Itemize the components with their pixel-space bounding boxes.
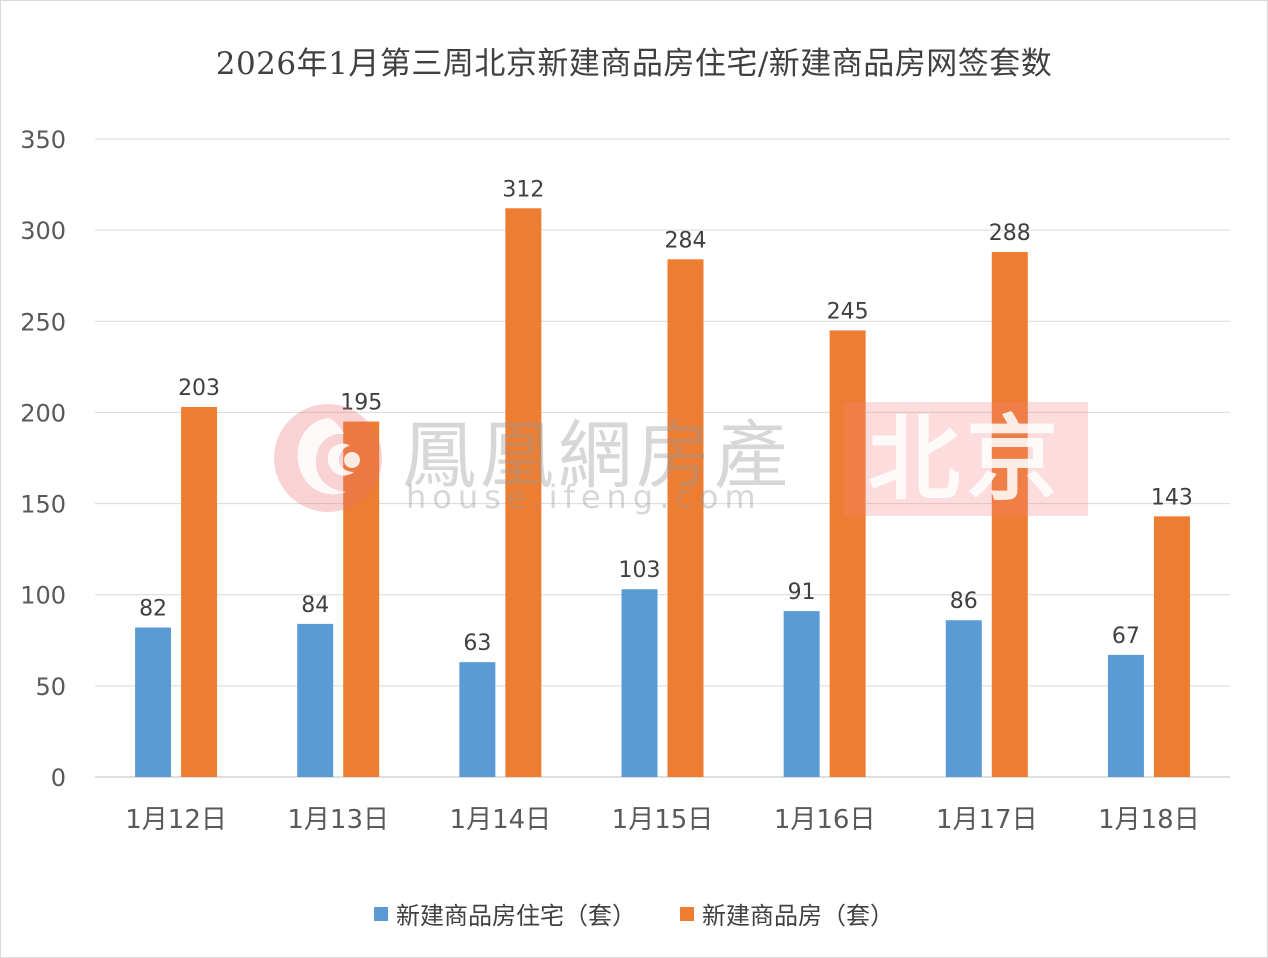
data-label: 312 (502, 177, 544, 202)
legend-label-residential: 新建商品房住宅（套） (396, 902, 636, 930)
y-tick-label: 100 (20, 582, 66, 610)
legend-item-commercial: 新建商品房（套） (680, 896, 894, 931)
x-tick-label: 1月17日 (936, 805, 1038, 835)
x-axis-ticks: 1月12日 1月13日 1月14日 1月15日 1月16日 1月17日 1月18日 (125, 805, 1199, 835)
data-label: 245 (827, 299, 869, 324)
data-label: 86 (950, 589, 978, 614)
data-label: 82 (139, 597, 167, 622)
data-label: 284 (665, 228, 707, 253)
data-label: 91 (788, 580, 816, 605)
bar-commercial (1153, 516, 1190, 777)
gridlines (95, 138, 1230, 778)
data-label: 203 (178, 376, 220, 401)
x-tick-label: 1月14日 (450, 805, 552, 835)
data-labels: 82 203 84 195 63 312 103 284 91 245 86 288 67 143 (139, 177, 1193, 656)
y-tick-label: 200 (20, 399, 66, 427)
bar-commercial (505, 208, 542, 778)
x-tick-label: 1月13日 (287, 805, 389, 835)
legend-swatch-commercial (680, 906, 694, 921)
data-label: 288 (989, 221, 1031, 246)
legend-label-commercial: 新建商品房（套） (702, 902, 894, 930)
y-tick-label: 300 (20, 217, 66, 245)
y-tick-label: 350 (20, 126, 66, 154)
data-label: 195 (340, 391, 382, 416)
x-tick-label: 1月15日 (612, 805, 714, 835)
data-label: 84 (301, 593, 329, 618)
legend: 新建商品房住宅（套） 新建商品房（套） (0, 896, 1268, 931)
bar-residential (459, 662, 496, 777)
data-label: 143 (1151, 485, 1193, 510)
legend-swatch-residential (374, 906, 388, 921)
y-axis-ticks: 0 50 100 150 200 250 300 350 (20, 126, 66, 792)
bars (135, 208, 1190, 778)
bar-commercial (991, 252, 1028, 777)
y-tick-label: 50 (35, 673, 66, 701)
legend-item-residential: 新建商品房住宅（套） (374, 896, 636, 931)
data-label: 67 (1112, 624, 1140, 649)
bar-residential (1107, 654, 1144, 777)
y-tick-label: 0 (51, 764, 66, 792)
chart-title: 2026年1月第三周北京新建商品房住宅/新建商品房网签套数 (215, 46, 1053, 82)
y-tick-label: 150 (20, 491, 66, 519)
bar-commercial (343, 421, 380, 777)
data-label: 63 (463, 631, 491, 656)
bar-residential (297, 623, 334, 777)
bar-residential (945, 620, 982, 777)
x-tick-label: 1月16日 (774, 805, 876, 835)
data-label: 103 (619, 558, 661, 583)
x-tick-label: 1月18日 (1098, 805, 1200, 835)
bar-residential (783, 611, 820, 777)
bar-residential (621, 589, 658, 777)
bar-residential (135, 627, 172, 777)
x-tick-label: 1月12日 (125, 805, 227, 835)
y-tick-label: 250 (20, 308, 66, 336)
bar-commercial (829, 330, 866, 777)
bar-commercial (667, 259, 704, 777)
bar-commercial (181, 406, 218, 777)
